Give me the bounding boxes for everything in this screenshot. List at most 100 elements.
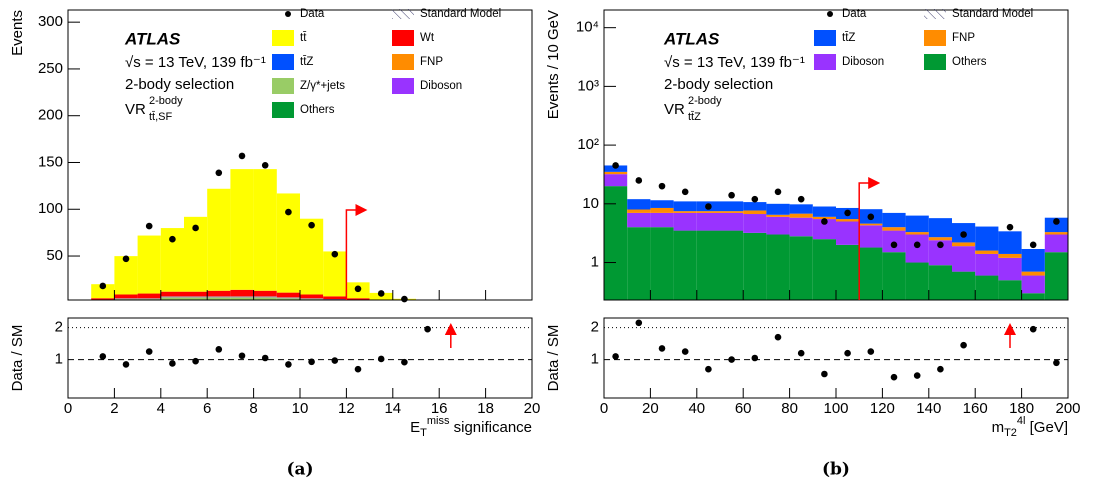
- legend-marker: [827, 11, 833, 17]
- ratio-frame: [603, 317, 1069, 399]
- ratio-point: [705, 365, 712, 373]
- ratio-point: [1053, 359, 1060, 367]
- ratio-point: [612, 353, 619, 360]
- data-point: [354, 285, 362, 293]
- histogram-bar: [743, 202, 767, 211]
- histogram-bar: [1021, 275, 1045, 294]
- x-tick-label: 120: [870, 400, 895, 417]
- histogram-bar: [604, 174, 628, 187]
- data-point: [913, 241, 921, 249]
- region-sup: 2-body: [688, 95, 722, 107]
- histogram-bar: [998, 231, 1022, 254]
- histogram-bar: [998, 253, 1022, 258]
- legend-label: Data: [300, 8, 325, 20]
- data-point: [285, 208, 292, 216]
- histogram-bar: [650, 200, 674, 208]
- ratio-point: [960, 341, 967, 349]
- histogram-bar: [789, 236, 813, 300]
- x-tick-label: 160: [963, 400, 988, 417]
- histogram-bar: [184, 216, 208, 292]
- data-point: [122, 255, 130, 263]
- ratio-axis-label: Data / SM: [545, 325, 562, 392]
- histogram-bar: [673, 212, 697, 231]
- data-point: [751, 195, 759, 203]
- histogram-bar: [952, 246, 976, 272]
- histogram-bar: [137, 235, 161, 294]
- selection-cut: [858, 177, 881, 300]
- legend-label: Diboson: [420, 80, 462, 92]
- histogram-bar: [812, 206, 836, 217]
- y-tick-label: 300: [38, 13, 63, 30]
- histogram-bar: [323, 251, 347, 297]
- histogram-bar: [743, 210, 767, 215]
- data-point: [890, 241, 898, 249]
- panel-label: (b): [822, 460, 850, 480]
- ratio-frame: [67, 317, 533, 399]
- data-point: [331, 250, 339, 258]
- histogram-bar: [230, 169, 254, 290]
- data-point: [145, 222, 153, 230]
- x-tick-label: 20: [642, 400, 659, 417]
- legend-label: Data: [842, 8, 867, 20]
- histogram-bar: [882, 252, 906, 300]
- ratio-point: [145, 348, 153, 355]
- selection-label: 2-body selection: [125, 76, 234, 93]
- x-tick-label: 12: [338, 400, 355, 417]
- data-point: [1053, 218, 1060, 225]
- histogram-bar: [91, 302, 114, 303]
- ratio-point: [867, 348, 875, 355]
- x-tick-label: 200: [1055, 400, 1080, 417]
- data-point: [635, 177, 643, 184]
- ratio-axis-label: Data / SM: [9, 325, 26, 392]
- histogram-bar: [905, 234, 929, 263]
- histogram-bar: [789, 204, 813, 214]
- x-label-base: E: [410, 419, 420, 436]
- histogram-bar: [416, 301, 439, 302]
- histogram-bar: [1044, 232, 1068, 235]
- histogram-bar: [650, 212, 674, 228]
- histogram-bar: [650, 227, 674, 300]
- x-label-sup: 4l: [1017, 415, 1026, 427]
- x-tick-label: 60: [735, 400, 752, 417]
- legend-label: FNP: [420, 56, 443, 68]
- histogram-bar: [627, 209, 651, 213]
- histogram-bar: [882, 212, 906, 228]
- histogram-bar: [952, 271, 976, 300]
- y-tick-label: 10²: [577, 136, 599, 153]
- region-sub: tt̄,SF: [149, 111, 173, 123]
- legend-label: tt̄: [300, 32, 307, 44]
- x-tick-label: 100: [823, 400, 848, 417]
- histogram-bar: [673, 230, 697, 300]
- region-label: VR: [664, 101, 685, 118]
- histogram-bar: [276, 298, 300, 300]
- histogram-bar: [882, 227, 906, 231]
- data-point: [774, 188, 782, 196]
- histogram-bar: [696, 230, 720, 300]
- histogram-bar: [137, 293, 161, 299]
- data-point: [844, 209, 851, 217]
- legend-label: Others: [952, 56, 987, 68]
- legend-swatch: [272, 54, 294, 70]
- ratio-point: [285, 361, 292, 368]
- legend-label: Standard Model: [420, 8, 501, 20]
- legend-swatch: [924, 54, 946, 70]
- ratio-point: [424, 325, 431, 333]
- histogram-bar: [1021, 293, 1045, 300]
- legend-swatch: [924, 30, 946, 46]
- ratio-point: [401, 358, 408, 366]
- y-tick-label: 10: [582, 195, 599, 212]
- histogram-bar: [812, 239, 836, 300]
- ratio-point: [354, 365, 362, 373]
- histogram-bar: [789, 217, 813, 237]
- histogram-bar: [604, 186, 628, 300]
- histogram-bar: [743, 214, 767, 233]
- data-point: [192, 224, 199, 232]
- x-label-sub: T: [420, 427, 427, 439]
- legend-swatch: [272, 78, 294, 94]
- selection-cut: [345, 204, 368, 300]
- histogram-bar: [650, 207, 674, 213]
- histogram-bar: [91, 301, 114, 302]
- histogram-bar: [975, 250, 999, 254]
- data-point: [308, 221, 315, 229]
